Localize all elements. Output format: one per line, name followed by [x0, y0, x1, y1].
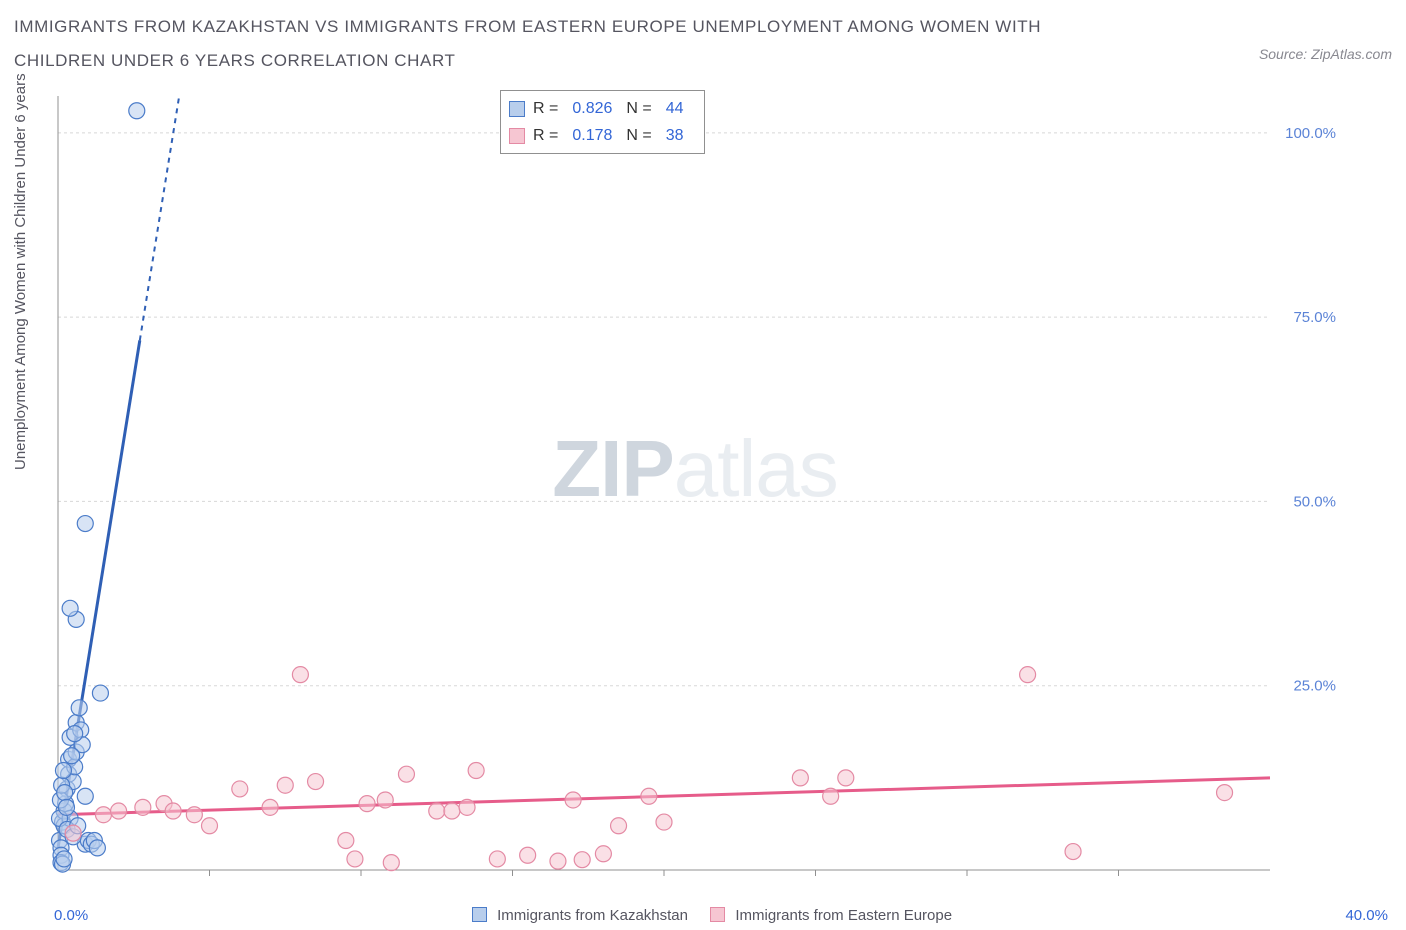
- data-point: [111, 803, 127, 819]
- y-tick-label: 25.0%: [1293, 678, 1336, 695]
- data-point: [129, 103, 145, 119]
- scatter-chart-svg: 25.0% 50.0% 75.0% 100.0%: [50, 90, 1340, 880]
- data-point: [95, 807, 111, 823]
- data-point: [459, 799, 475, 815]
- correlation-stats-legend: R = 0.826 N = 44 R = 0.178 N = 38: [500, 90, 705, 154]
- page-title: IMMIGRANTS FROM KAZAKHSTAN VS IMMIGRANTS…: [14, 10, 1114, 78]
- data-point: [1217, 785, 1233, 801]
- data-point: [232, 781, 248, 797]
- data-point: [823, 788, 839, 804]
- data-point: [595, 846, 611, 862]
- data-point: [277, 777, 293, 793]
- data-point: [359, 796, 375, 812]
- data-point: [262, 799, 278, 815]
- data-point: [565, 792, 581, 808]
- stats-legend-row: R = 0.178 N = 38: [509, 122, 690, 149]
- stats-n-value: 38: [666, 122, 684, 149]
- stats-r-label: R =: [533, 122, 558, 149]
- data-point: [444, 803, 460, 819]
- data-point: [611, 818, 627, 834]
- series-legend: Immigrants from Kazakhstan Immigrants fr…: [0, 907, 1406, 924]
- data-point: [56, 851, 72, 867]
- data-point: [838, 770, 854, 786]
- data-point: [347, 851, 363, 867]
- data-point: [92, 685, 108, 701]
- data-point: [338, 833, 354, 849]
- data-point: [520, 847, 536, 863]
- data-point: [641, 788, 657, 804]
- data-point: [186, 807, 202, 823]
- data-point: [1020, 667, 1036, 683]
- stats-n-label: N =: [626, 122, 651, 149]
- stats-r-label: R =: [533, 95, 558, 122]
- data-point: [77, 516, 93, 532]
- source-attribution: Source: ZipAtlas.com: [1259, 46, 1392, 62]
- data-point: [58, 799, 74, 815]
- data-point: [656, 814, 672, 830]
- data-point: [202, 818, 218, 834]
- legend-swatch-series1: [472, 907, 487, 922]
- data-point: [792, 770, 808, 786]
- data-point: [429, 803, 445, 819]
- data-point: [65, 825, 81, 841]
- data-point: [574, 852, 590, 868]
- y-tick-label: 75.0%: [1293, 309, 1336, 326]
- data-point: [1065, 844, 1081, 860]
- data-point: [398, 766, 414, 782]
- stats-r-value: 0.826: [572, 95, 612, 122]
- stats-swatch: [509, 101, 525, 117]
- data-point: [71, 700, 87, 716]
- stats-n-label: N =: [626, 95, 651, 122]
- legend-label-series1: Immigrants from Kazakhstan: [497, 907, 688, 924]
- stats-legend-row: R = 0.826 N = 44: [509, 95, 690, 122]
- data-point: [468, 762, 484, 778]
- data-point: [67, 726, 83, 742]
- stats-n-value: 44: [666, 95, 684, 122]
- data-point: [89, 840, 105, 856]
- data-point: [64, 748, 80, 764]
- data-point: [165, 803, 181, 819]
- data-point: [489, 851, 505, 867]
- y-axis-label: Unemployment Among Women with Children U…: [12, 73, 29, 470]
- stats-swatch: [509, 128, 525, 144]
- stats-r-value: 0.178: [572, 122, 612, 149]
- y-tick-label: 50.0%: [1293, 493, 1336, 510]
- data-point: [383, 855, 399, 871]
- data-point: [550, 853, 566, 869]
- data-point: [62, 600, 78, 616]
- data-point: [292, 667, 308, 683]
- y-tick-label: 100.0%: [1285, 125, 1336, 142]
- data-point: [55, 762, 71, 778]
- data-point: [57, 785, 73, 801]
- data-point: [377, 792, 393, 808]
- chart-plot-area: 25.0%50.0%75.0%100.0% ZIPatlas R =0.826N…: [50, 90, 1340, 880]
- data-point: [308, 774, 324, 790]
- data-point: [135, 799, 151, 815]
- data-point: [77, 788, 93, 804]
- legend-swatch-series2: [710, 907, 725, 922]
- legend-label-series2: Immigrants from Eastern Europe: [735, 907, 952, 924]
